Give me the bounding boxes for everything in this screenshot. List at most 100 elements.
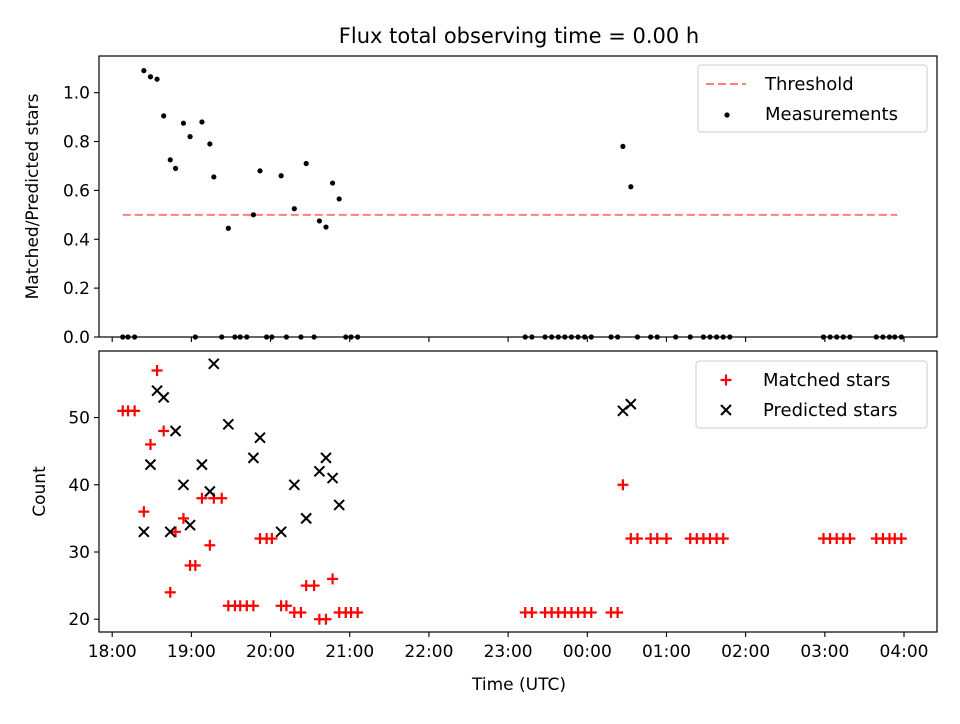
y-tick-label: 40 xyxy=(68,476,90,496)
x-tick-label: 20:00 xyxy=(246,642,295,662)
measurement-point xyxy=(161,113,167,119)
matched-star-point xyxy=(164,586,176,598)
matched-star-point xyxy=(177,512,189,524)
predicted-star-point xyxy=(208,358,220,370)
chart-title: Flux total observing time = 0.00 h xyxy=(339,24,699,48)
bottom-axes-frame xyxy=(98,350,938,633)
y-tick-label: 30 xyxy=(68,543,90,563)
measurement-point xyxy=(211,174,217,180)
y-tick-label: 0.2 xyxy=(63,279,90,299)
matched-star-point xyxy=(631,533,643,545)
top-legend: Threshold Measurements xyxy=(697,64,928,133)
predicted-star-point xyxy=(222,418,235,430)
matched-star-point xyxy=(526,607,538,619)
predicted-star-point xyxy=(275,526,287,538)
x-axis-label: Time (UTC) xyxy=(471,675,566,695)
bottom-legend: Matched stars Predicted stars xyxy=(695,360,928,429)
matched-star-point xyxy=(204,539,216,551)
predicted-star-point xyxy=(169,425,182,437)
matched-star-point xyxy=(585,607,597,619)
matched-legend-label: Matched stars xyxy=(763,370,890,391)
measurement-point xyxy=(154,76,160,82)
y-tick-label: 0.6 xyxy=(63,181,90,201)
x-tick-label: 02:00 xyxy=(721,642,770,662)
measurement-point xyxy=(207,141,213,147)
measurement-point xyxy=(278,173,284,179)
measurement-point xyxy=(257,168,263,174)
matched-star-point xyxy=(895,533,907,545)
matched-legend-swatch xyxy=(720,374,732,386)
bottom-y-axis-label: Count xyxy=(30,466,50,517)
top-y-axis-label: Matched/Predicted stars xyxy=(23,93,43,299)
predicted-star-point xyxy=(247,452,260,464)
bottom-plot-area xyxy=(117,358,907,625)
measurement-point xyxy=(291,206,297,212)
x-tick-label: 00:00 xyxy=(563,642,612,662)
matched-star-point xyxy=(158,425,170,437)
measurement-point xyxy=(303,160,309,167)
measurements-legend-label: Measurements xyxy=(765,104,898,125)
measurement-point xyxy=(316,218,322,224)
x-tick-label: 01:00 xyxy=(642,642,691,662)
x-tick-label: 23:00 xyxy=(484,642,533,662)
bottom-legend-box xyxy=(695,360,928,429)
x-tick-label: 04:00 xyxy=(880,642,929,662)
predicted-star-point xyxy=(164,526,176,538)
predicted-star-point xyxy=(196,458,208,471)
matched-star-point xyxy=(138,506,150,518)
x-tick-label: 18:00 xyxy=(88,642,137,662)
matched-star-point xyxy=(308,580,320,592)
x-tick-label: 22:00 xyxy=(404,642,453,662)
predicted-legend-marker xyxy=(720,404,732,416)
matched-star-point xyxy=(129,405,141,417)
predicted-star-point xyxy=(138,526,150,538)
predicted-star-point xyxy=(184,519,196,531)
matched-star-point xyxy=(320,613,332,625)
matched-star-point xyxy=(144,438,156,450)
predicted-star-point xyxy=(288,479,301,491)
matched-star-point xyxy=(660,533,672,545)
predicted-star-point xyxy=(254,432,266,444)
predicted-star-point xyxy=(320,452,332,464)
y-tick-label: 50 xyxy=(68,409,90,429)
matched-legend-marker xyxy=(720,374,732,386)
measurement-point xyxy=(167,157,173,163)
predicted-star-point xyxy=(300,512,312,525)
matched-star-point xyxy=(170,526,182,538)
measurements-legend-swatch xyxy=(724,112,730,118)
predicted-legend-swatch xyxy=(720,404,732,416)
matched-star-point xyxy=(189,559,201,571)
predicted-star-point xyxy=(333,499,345,511)
predicted-star-point xyxy=(144,458,157,471)
x-tick-label: 19:00 xyxy=(167,642,216,662)
measurement-point xyxy=(172,165,179,171)
measurement-point xyxy=(620,143,626,150)
measurement-point xyxy=(225,225,231,231)
measurement-point xyxy=(329,180,336,186)
x-tick-label: 21:00 xyxy=(325,642,374,662)
y-tick-label: 0.0 xyxy=(63,328,90,348)
predicted-star-point xyxy=(204,485,216,498)
top-axes-frame xyxy=(98,55,938,338)
predicted-legend-label: Predicted stars xyxy=(763,400,897,421)
measurement-point xyxy=(147,74,154,80)
predicted-star-point xyxy=(326,472,339,484)
measurement-point xyxy=(180,120,187,126)
matched-star-point xyxy=(216,492,228,504)
y-tick-label: 20 xyxy=(68,610,90,630)
matched-star-point xyxy=(352,607,364,619)
top-legend-box xyxy=(697,64,928,133)
matched-star-point xyxy=(327,573,339,585)
measurement-point xyxy=(250,212,257,218)
predicted-star-point xyxy=(313,465,326,478)
measurement-point xyxy=(323,224,329,230)
matched-star-point xyxy=(151,364,163,376)
measurement-point xyxy=(628,184,634,190)
measurement-point xyxy=(187,134,193,140)
measurement-point xyxy=(141,68,147,74)
predicted-star-point xyxy=(625,398,637,410)
y-tick-label: 0.4 xyxy=(63,230,90,250)
x-tick-label: 03:00 xyxy=(800,642,849,662)
